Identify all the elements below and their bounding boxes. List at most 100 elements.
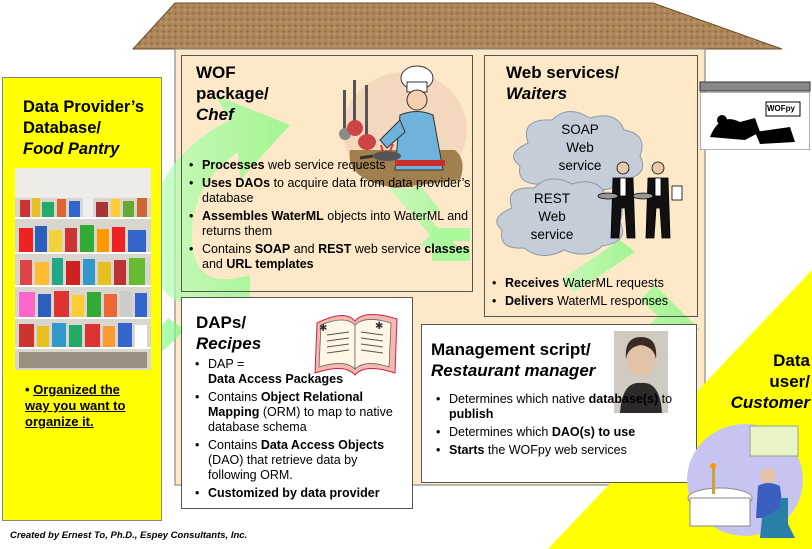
web-title: Web services/ Waiters (506, 62, 619, 104)
daps-b2-strong: Object Relational Mapping (208, 390, 363, 419)
provider-note-line1: Organized the (33, 382, 120, 397)
arrow-to-pantry (150, 95, 290, 308)
wof-box (181, 55, 473, 292)
rest-cloud-label: REST Web service (512, 190, 592, 244)
wof-bullet-4: Contains SOAP and REST web service class… (189, 242, 474, 272)
provider-title-line2: Database/ (23, 119, 101, 137)
daps-title-line2: Recipes (196, 334, 262, 353)
customer-illustration (687, 424, 803, 538)
wof-bullet-2: Uses DAOs to acquire data from data prov… (189, 176, 474, 206)
mgmt-b1-strong2: publish (449, 407, 494, 421)
mgmt-bullet-2: Determines which DAO(s) to use (436, 425, 676, 440)
daps-b3-rest: (DAO) that retrieve data by following OR… (208, 453, 358, 482)
daps-b3-strong: Data Access Objects (260, 438, 385, 452)
svg-text:✱: ✱ (375, 321, 383, 332)
soap-line3: service (558, 158, 602, 173)
web-b2-strong: Delivers (505, 294, 554, 308)
web-b1-rest: WaterML requests (559, 276, 664, 290)
wof-title-line3: Chef (196, 105, 234, 124)
wof-title-line2: package/ (196, 84, 269, 103)
soap-line2: Web (566, 140, 594, 155)
web-b1-strong: Receives (505, 276, 560, 290)
provider-title-line1: Data Provider’s (23, 98, 145, 116)
mgmt-title-line2: Restaurant manager (431, 361, 596, 380)
web-bullets: Receives WaterML requests Delivers Water… (492, 276, 697, 312)
wof-b4-mid: web service (351, 242, 425, 256)
soap-line1: SOAP (561, 122, 599, 137)
daps-b1-pre: DAP = (208, 357, 245, 371)
rest-line1: REST (533, 191, 570, 206)
provider-note-line3: organize it. (25, 414, 94, 429)
provider-note-bullet: • (25, 382, 30, 397)
daps-bullet-2: Contains Object Relational Mapping (ORM)… (195, 390, 407, 435)
web-box (484, 55, 698, 317)
credit-line: Created by Ernest To, Ph.D., Espey Consu… (10, 530, 248, 541)
mgmt-b3-rest: the WOFpy web services (484, 443, 627, 457)
daps-title: DAPs/ Recipes (196, 312, 261, 354)
provider-title: Data Provider’s Database/ Food Pantry (23, 97, 144, 160)
svg-text:✱: ✱ (319, 323, 327, 334)
wof-bullet-1: Processes web service requests (189, 158, 474, 173)
mgmt-title: Management script/ Restaurant manager (431, 339, 595, 381)
wof-b1-rest: web service requests (264, 158, 386, 172)
user-line3: Customer (730, 393, 810, 412)
daps-b1-strong: Data Access Packages (208, 372, 344, 386)
house-roof (131, 2, 783, 50)
rest-line3: service (530, 227, 574, 242)
web-title-line1: Web services/ (506, 63, 620, 82)
wof-title: WOF package/ Chef (196, 62, 269, 125)
wof-b2-rest: to acquire data from data provider’s dat… (202, 176, 471, 205)
soap-cloud-label: SOAP Web service (540, 121, 620, 175)
provider-title-line3: Food Pantry (23, 140, 120, 158)
wof-b3-strong: Assembles WaterML (202, 209, 324, 223)
wofpy-logo-text: WOFpy (767, 104, 795, 113)
wof-b4-and: and (290, 242, 319, 256)
wof-title-line1: WOF (196, 63, 236, 82)
wof-b1-strong: Processes (202, 158, 265, 172)
wof-b2-strong: Uses DAOs (202, 176, 271, 190)
soap-cloud (513, 111, 644, 192)
user-line2: user/ (769, 372, 810, 391)
daps-b4-strong: Customized by data provider (208, 486, 380, 500)
web-bullet-1: Receives WaterML requests (492, 276, 697, 291)
rest-cloud (496, 178, 624, 256)
web-title-line2: Waiters (506, 84, 568, 103)
wof-b4-pre: Contains (202, 242, 255, 256)
provider-note-line2: way you want to (25, 398, 126, 413)
wof-bullet-3: Assembles WaterML objects into WaterML a… (189, 209, 474, 239)
mgmt-b1-pre: Determines which native (449, 392, 589, 406)
user-line1: Data (773, 351, 810, 370)
web-bullet-2: Delivers WaterML responses (492, 294, 697, 309)
daps-bullet-4: Customized by data provider (195, 486, 407, 501)
mgmt-bullet-3: Starts the WOFpy web services (436, 443, 676, 458)
daps-b2-rest: (ORM) to map to native database schema (208, 405, 393, 434)
wof-b4-rest: REST (318, 242, 352, 256)
mgmt-bullets: Determines which native database(s) to p… (436, 392, 676, 461)
daps-b3-pre: Contains (208, 438, 261, 452)
mgmt-bullet-1: Determines which native database(s) to p… (436, 392, 676, 422)
mgmt-title-line1: Management script/ (431, 340, 591, 359)
wof-b4-classes: classes (424, 242, 470, 256)
mgmt-b3-strong: Starts (449, 443, 485, 457)
wof-b4-and2: and (202, 257, 227, 271)
daps-title-line1: DAPs/ (196, 313, 247, 332)
wof-b3-rest: objects into WaterML and returns them (202, 209, 469, 238)
user-title: Data user/ Customer (730, 350, 810, 413)
mgmt-b2-pre: Determines which (449, 425, 552, 439)
waiters (597, 161, 683, 239)
wof-bullets: Processes web service requests Uses DAOs… (189, 158, 474, 275)
daps-bullets: DAP =Data Access Packages Contains Objec… (195, 357, 407, 504)
wof-b4-soap: SOAP (254, 242, 291, 256)
pantry-image (15, 168, 151, 370)
chimney-bar (699, 81, 811, 92)
daps-bullet-3: Contains Data Access Objects (DAO) that … (195, 438, 407, 483)
provider-note: • Organized the way you want to organize… (25, 382, 125, 430)
rest-line2: Web (538, 209, 566, 224)
mgmt-b1-strong: database(s) (588, 392, 659, 406)
wofpy-logo (700, 92, 810, 150)
mgmt-b1-mid: to (658, 392, 673, 406)
daps-bullet-1: DAP =Data Access Packages (195, 357, 407, 387)
clouds-illustration (496, 111, 683, 256)
wof-b4-url: URL templates (226, 257, 314, 271)
mgmt-b2-strong: DAO(s) to use (551, 425, 636, 439)
